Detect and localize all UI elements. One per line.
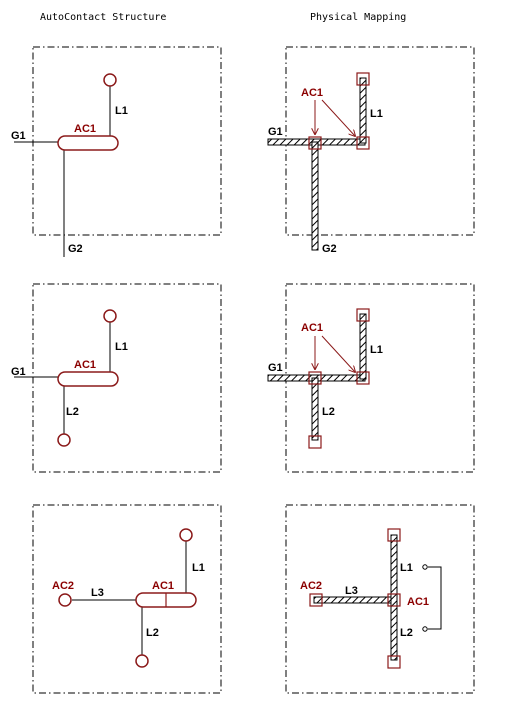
segment-l1-l2	[390, 534, 398, 661]
bracket-end-l1	[422, 564, 428, 570]
contact-box-l1	[356, 72, 370, 86]
pointer-arrow	[321, 99, 355, 136]
contact-box-ac1	[356, 136, 370, 150]
row2-structure: G1 AC1 L1 L2	[11, 283, 222, 473]
terminal-l1	[179, 528, 193, 542]
contact-box-l1	[356, 308, 370, 322]
segment-l1	[359, 313, 367, 380]
label-ac1: AC1	[152, 580, 174, 592]
row1-structure-frame	[32, 46, 222, 236]
label-l1: L1	[370, 344, 383, 356]
contact-box-l2	[387, 655, 401, 669]
bracket-end-l2	[422, 626, 428, 632]
bracket-l1-l2	[428, 566, 442, 630]
label-ac1: AC1	[407, 596, 429, 608]
right-column-title: Physical Mapping	[310, 12, 406, 23]
label-ac2: AC2	[300, 580, 322, 592]
row3-structure-frame	[32, 504, 222, 694]
contact-box-ac1	[356, 371, 370, 385]
label-l1: L1	[115, 341, 128, 353]
label-l2: L2	[322, 406, 335, 418]
terminal-l1	[103, 73, 117, 87]
contact-ac1	[57, 371, 119, 387]
label-l2: L2	[400, 627, 413, 639]
terminal-l1	[103, 309, 117, 323]
contact-box-g1-l2	[308, 371, 322, 385]
contact-box-ac2	[309, 593, 323, 607]
row1-structure: G1 AC1 L1 G2	[11, 46, 222, 257]
label-ac1: AC1	[301, 322, 323, 334]
row3-structure: AC2 L3 AC1 L1 L2	[32, 504, 222, 694]
row2-structure-frame	[32, 283, 222, 473]
label-ac1: AC1	[301, 87, 323, 99]
label-g1: G1	[268, 362, 283, 374]
left-column-title: AutoContact Structure	[40, 12, 166, 23]
contact-box-l1	[387, 528, 401, 542]
contact-box-l2	[308, 435, 322, 449]
terminal-l2	[57, 433, 71, 447]
contact-box-g1-g2	[308, 136, 322, 150]
label-l2: L2	[146, 627, 159, 639]
row3-mapping-frame	[285, 504, 475, 694]
contact-ac1	[57, 135, 119, 151]
segment-l3	[313, 596, 397, 604]
label-l1: L1	[370, 108, 383, 120]
label-g2: G2	[322, 243, 337, 255]
contact-ac2	[58, 593, 72, 607]
label-g1: G1	[268, 126, 283, 138]
label-ac1: AC1	[74, 123, 96, 135]
segment-l2	[311, 377, 319, 441]
label-g2: G2	[68, 243, 83, 255]
row2-mapping: AC1 G1 L1 L2	[267, 283, 475, 473]
label-l1: L1	[192, 562, 205, 574]
label-l3: L3	[345, 585, 358, 597]
label-ac2: AC2	[52, 580, 74, 592]
label-ac1: AC1	[74, 359, 96, 371]
contact-box-ac1	[387, 593, 401, 607]
segment-l1	[359, 77, 367, 144]
label-l1: L1	[400, 562, 413, 574]
pointer-arrow	[321, 335, 355, 372]
row1-mapping: AC1 G1 L1 G2	[267, 46, 475, 255]
terminal-l2	[135, 654, 149, 668]
row3-mapping: AC2 L3 AC1 L1 L2	[285, 504, 475, 694]
label-g1: G1	[11, 366, 26, 378]
label-l3: L3	[91, 587, 104, 599]
label-l1: L1	[115, 105, 128, 117]
segment-g2	[311, 141, 319, 251]
label-g1: G1	[11, 130, 26, 142]
label-l2: L2	[66, 406, 79, 418]
